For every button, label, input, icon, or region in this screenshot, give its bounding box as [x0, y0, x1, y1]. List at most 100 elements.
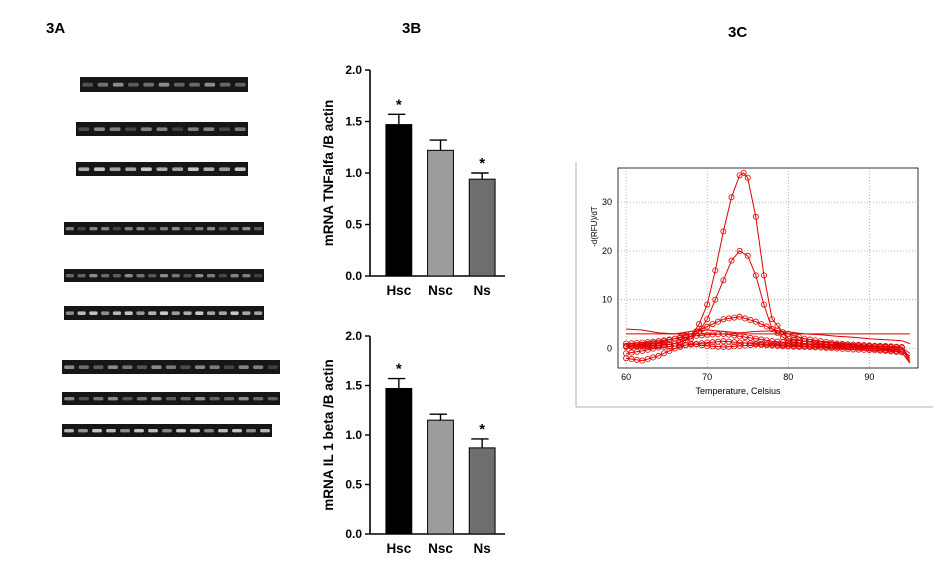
- melt-curve-point: [712, 296, 719, 303]
- gel-band: [267, 396, 278, 401]
- gel-band: [125, 167, 137, 171]
- gel-band: [128, 82, 139, 87]
- gel-band: [232, 428, 242, 433]
- gel-band: [234, 127, 246, 131]
- gel-strip-tnf: [62, 360, 280, 374]
- gel-band: [218, 428, 228, 433]
- gel-band: [78, 428, 88, 433]
- significance-mark: *: [479, 155, 485, 172]
- gel-band: [82, 82, 93, 87]
- y-tick-label: 0.5: [345, 218, 362, 232]
- melt-curve-point: [796, 334, 803, 341]
- gel-band: [224, 365, 235, 369]
- gel-strip-il1: [64, 269, 264, 282]
- gel-band: [183, 311, 192, 315]
- gel-band: [171, 226, 180, 231]
- gel-band: [122, 365, 133, 369]
- y-tick-label: 2.0: [345, 329, 362, 343]
- gel-band: [134, 428, 144, 433]
- gel-band: [64, 396, 75, 401]
- melt-curve-point: [779, 329, 786, 336]
- gel-band: [224, 396, 235, 401]
- gel-band: [218, 311, 227, 315]
- gel-band: [253, 365, 264, 369]
- gel-band: [136, 226, 145, 231]
- melt-curve-point: [639, 357, 646, 364]
- gel-band: [171, 273, 180, 278]
- x-tick-label: Ns: [474, 541, 491, 556]
- melt-curve-point: [752, 318, 759, 325]
- melt-curve-point: [760, 272, 767, 279]
- melt-curve-point: [742, 315, 749, 322]
- melt-curve-point: [736, 313, 743, 320]
- gel-band: [148, 311, 157, 315]
- significance-mark: *: [479, 421, 485, 438]
- x-tick-label: Nsc: [428, 283, 453, 298]
- melt-curve-point: [709, 321, 716, 328]
- gel-band: [253, 396, 264, 401]
- gel-band: [101, 226, 110, 231]
- gel-band: [171, 311, 180, 315]
- gel-band: [78, 365, 89, 369]
- gel-band: [254, 273, 263, 278]
- gel-strip-actin: [76, 162, 248, 176]
- gel-band: [203, 167, 215, 171]
- gel-band: [101, 311, 110, 315]
- x-axis-label: Temperature, Celsius: [695, 386, 781, 396]
- gel-band: [112, 273, 122, 278]
- gel-band: [195, 311, 204, 315]
- melt-curve-point: [660, 350, 667, 357]
- bar-hsc: [385, 387, 413, 535]
- melt-curve-point: [769, 325, 776, 332]
- melt-curve-point: [720, 277, 727, 284]
- y-axis-label: mRNA IL 1 beta /B actin: [321, 359, 336, 511]
- gel-band: [238, 396, 249, 401]
- melt-curve-point: [650, 345, 657, 352]
- gel-band: [172, 167, 184, 171]
- gel-band: [195, 226, 204, 231]
- y-tick-label: 0.0: [345, 269, 362, 283]
- x-tick-label: 70: [702, 372, 712, 382]
- gel-strip-actin: [64, 306, 264, 320]
- gel-band: [194, 365, 206, 369]
- gel-band: [140, 127, 152, 131]
- gel-band: [209, 365, 220, 369]
- gel-band: [148, 428, 158, 433]
- gel-band: [89, 273, 98, 278]
- melt-curve-point: [763, 323, 770, 330]
- gel-band: [242, 311, 251, 315]
- melt-curve-point: [639, 347, 646, 354]
- y-tick-label: 0.5: [345, 478, 362, 492]
- curves: [623, 169, 911, 364]
- melt-curve-point: [769, 316, 776, 323]
- gel-band: [140, 167, 152, 171]
- gel-band: [107, 365, 118, 369]
- panel-label-3a: 3A: [46, 20, 66, 37]
- gel-band: [267, 365, 278, 369]
- gel-band: [159, 273, 169, 278]
- melt-curve-point: [704, 301, 711, 308]
- panel-label-3b: 3B: [402, 20, 422, 37]
- gel-band: [148, 226, 157, 231]
- melt-curve-chart: 60 70 80 90 0 10 20 30 Temperature, Celsius -d(RF…: [575, 162, 933, 408]
- gel-band: [77, 273, 86, 278]
- melt-curve-point: [698, 325, 705, 332]
- melt-curve-point: [644, 356, 651, 363]
- gel-band: [180, 365, 191, 369]
- y-tick-label: 10: [602, 295, 612, 305]
- gel-band: [101, 273, 110, 278]
- gel-band: [219, 82, 231, 87]
- melt-curve-point: [666, 347, 673, 354]
- gel-band: [203, 127, 215, 131]
- gel-band: [165, 365, 177, 369]
- panel-label-3c: 3C: [728, 24, 748, 41]
- gel-band: [136, 365, 148, 369]
- melt-curve-line: [626, 340, 911, 357]
- gel-band: [219, 167, 231, 171]
- bar-nsc: [427, 149, 454, 277]
- x-tick-label: Hsc: [386, 541, 411, 556]
- gel-band: [206, 273, 216, 278]
- bar-nsc: [427, 419, 454, 535]
- gel-band: [242, 226, 251, 231]
- gel-band: [136, 311, 145, 315]
